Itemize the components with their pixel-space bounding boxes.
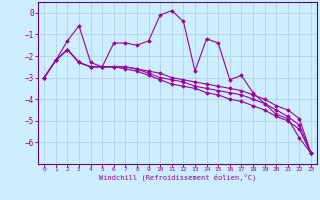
X-axis label: Windchill (Refroidissement éolien,°C): Windchill (Refroidissement éolien,°C) <box>99 174 256 181</box>
